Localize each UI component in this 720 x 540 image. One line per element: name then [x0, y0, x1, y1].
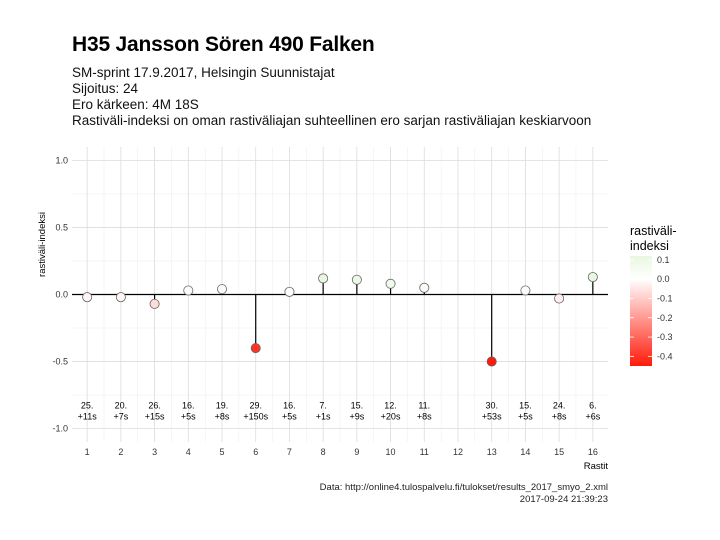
legend-label: 0.1 [657, 255, 670, 265]
data-point [250, 343, 261, 354]
data-point [217, 284, 228, 295]
x-tick-label: 10 [386, 447, 396, 457]
data-point [351, 274, 362, 285]
x-tick-label: 14 [520, 447, 530, 457]
y-axis-title: rastiväli-indeksi [37, 212, 48, 277]
y-tick-label: -1.0 [52, 424, 68, 434]
data-point [149, 298, 160, 309]
legend-label: -0.1 [657, 293, 673, 303]
diff-label: +20s [381, 411, 401, 421]
x-axis-title: Rastit [584, 461, 609, 472]
x-tick-label: 2 [118, 447, 123, 457]
subtitle-line-4: Rastiväli-indeksi on oman rastiväliajan … [72, 113, 592, 128]
data-point [554, 293, 565, 304]
data-point [520, 285, 531, 296]
x-tick-label: 16 [588, 447, 598, 457]
diff-label: +11s [78, 411, 98, 421]
x-tick-label: 6 [253, 447, 258, 457]
rank-label: 26. [148, 400, 161, 410]
data-source-caption: Data: http://online4.tulospalvelu.fi/tul… [319, 482, 608, 493]
timestamp-caption: 2017-09-24 21:39:23 [519, 494, 608, 505]
legend-colorbar [630, 256, 652, 366]
data-point [284, 286, 295, 297]
rank-label: 20. [115, 400, 128, 410]
legend-label: -0.3 [657, 332, 673, 342]
diff-label: +150s [243, 411, 268, 421]
rank-label: 7. [319, 400, 327, 410]
legend-title-line-1: rastiväli- [630, 224, 677, 238]
rank-label: 16. [283, 400, 296, 410]
legend-label: -0.4 [657, 351, 673, 361]
data-point [318, 273, 329, 284]
diff-label: +15s [145, 411, 165, 421]
rank-label: 24. [553, 400, 566, 410]
rank-label: 29. [249, 400, 262, 410]
subtitle-line-2: Sijoitus: 24 [72, 81, 139, 96]
diff-label: +8s [417, 411, 432, 421]
rank-label: 16. [182, 400, 195, 410]
subtitle-line-3: Ero kärkeen: 4M 18S [72, 97, 199, 112]
x-tick-label: 13 [487, 447, 497, 457]
diff-label: +1s [316, 411, 331, 421]
data-point [587, 272, 598, 283]
color-legend: 0.1 0.0 -0.1 -0.2 -0.3 -0.4 [630, 255, 673, 366]
plot-area: -1.0-0.50.00.51.01 2 3 4 5 6 7 8 9 10 11 12 13 14 15 16… [37, 147, 608, 472]
rank-label: 15. [519, 400, 532, 410]
diff-label: +7s [113, 411, 128, 421]
x-tick-label: 9 [354, 447, 359, 457]
x-tick-label: 7 [287, 447, 292, 457]
x-tick-label: 3 [152, 447, 157, 457]
rank-label: 11. [418, 400, 430, 410]
data-point [385, 278, 396, 289]
rank-label: 30. [485, 400, 498, 410]
legend-label: 0.0 [657, 274, 670, 284]
diff-label: +5s [181, 411, 196, 421]
rank-label: 15. [351, 400, 364, 410]
chart-title: H35 Jansson Sören 490 Falken [72, 33, 375, 56]
data-point [419, 282, 430, 293]
rank-label: 12. [384, 400, 397, 410]
data-point [82, 292, 93, 303]
x-tick-label: 11 [420, 447, 429, 457]
rank-label: 6. [589, 400, 597, 410]
data-point [183, 285, 194, 296]
diff-label: +5s [282, 411, 297, 421]
diff-label: +9s [349, 411, 364, 421]
data-point [486, 356, 497, 367]
x-tick-label: 15 [554, 447, 564, 457]
x-tick-label: 12 [453, 447, 463, 457]
x-tick-label: 5 [220, 447, 225, 457]
y-tick-label: 0.0 [55, 290, 68, 300]
diff-label: +8s [215, 411, 230, 421]
diff-label: +6s [585, 411, 600, 421]
legend-label: -0.2 [657, 313, 673, 323]
x-tick-label: 8 [321, 447, 326, 457]
diff-label: +5s [518, 411, 533, 421]
legend-title: rastiväli- indeksi [630, 224, 677, 254]
diff-label: +8s [552, 411, 567, 421]
diff-label: +53s [482, 411, 502, 421]
x-tick-label: 4 [186, 447, 191, 457]
rank-label: 19. [216, 400, 229, 410]
y-tick-label: -0.5 [52, 357, 68, 367]
y-tick-label: 0.5 [55, 222, 68, 232]
data-point [115, 292, 126, 303]
subtitle-line-1: SM-sprint 17.9.2017, Helsingin Suunnista… [72, 65, 335, 80]
rank-label: 25. [81, 400, 94, 410]
x-tick-label: 1 [85, 447, 90, 457]
y-tick-label: 1.0 [55, 155, 68, 165]
legend-title-line-2: indeksi [630, 239, 669, 253]
